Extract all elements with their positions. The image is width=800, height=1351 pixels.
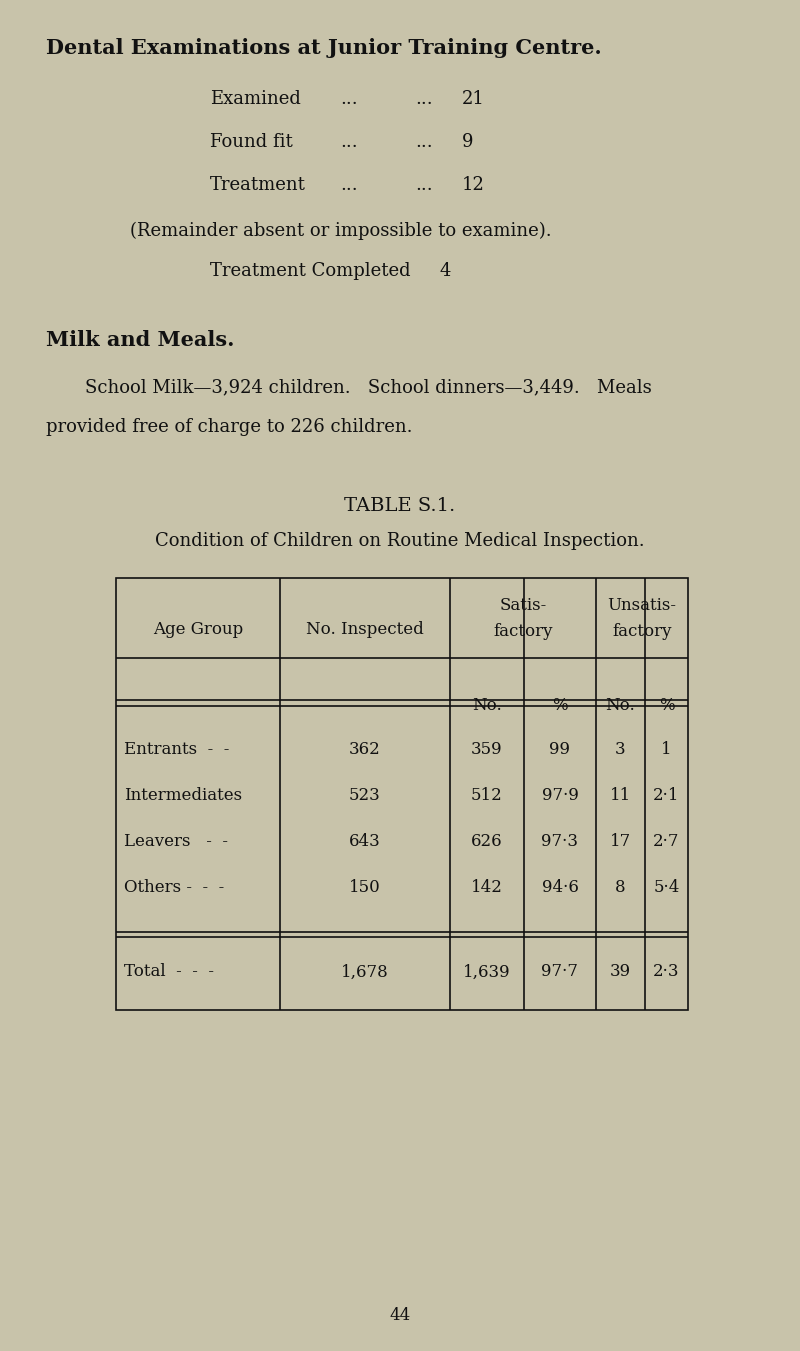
Text: Entrants  -  -: Entrants - - — [124, 742, 230, 758]
Text: 1,639: 1,639 — [463, 963, 511, 981]
Text: Dental Examinations at Junior Training Centre.: Dental Examinations at Junior Training C… — [46, 38, 602, 58]
Text: ...: ... — [340, 91, 358, 108]
Text: TABLE S.1.: TABLE S.1. — [344, 497, 456, 515]
Text: 1,678: 1,678 — [341, 963, 389, 981]
Text: 8: 8 — [615, 880, 626, 897]
Bar — [116, 578, 688, 1011]
Text: 150: 150 — [349, 880, 381, 897]
Text: factory: factory — [494, 624, 553, 640]
Text: (Remainder absent or impossible to examine).: (Remainder absent or impossible to exami… — [130, 222, 552, 240]
Text: 21: 21 — [462, 91, 485, 108]
Text: No.: No. — [472, 697, 502, 715]
Text: 94·6: 94·6 — [542, 880, 578, 897]
Text: Leavers   -  -: Leavers - - — [124, 834, 228, 851]
Text: 142: 142 — [471, 880, 503, 897]
Text: 523: 523 — [349, 788, 381, 804]
Text: 44: 44 — [390, 1306, 410, 1324]
Text: 9: 9 — [462, 132, 474, 151]
Text: ...: ... — [415, 176, 433, 195]
Text: Intermediates: Intermediates — [124, 788, 242, 804]
Text: No. Inspected: No. Inspected — [306, 621, 424, 639]
Text: 359: 359 — [471, 742, 503, 758]
Text: provided free of charge to 226 children.: provided free of charge to 226 children. — [46, 417, 413, 436]
Text: 17: 17 — [610, 834, 631, 851]
Text: Unsatis-: Unsatis- — [607, 597, 677, 615]
Text: ...: ... — [340, 176, 358, 195]
Text: 99: 99 — [550, 742, 570, 758]
Text: Condition of Children on Routine Medical Inspection.: Condition of Children on Routine Medical… — [155, 532, 645, 550]
Text: 1: 1 — [661, 742, 672, 758]
Text: ...: ... — [415, 132, 433, 151]
Text: 2·1: 2·1 — [654, 788, 680, 804]
Text: 12: 12 — [462, 176, 485, 195]
Text: %: % — [552, 697, 568, 715]
Text: 97·9: 97·9 — [542, 788, 578, 804]
Text: %: % — [658, 697, 674, 715]
Text: No.: No. — [606, 697, 635, 715]
Text: Milk and Meals.: Milk and Meals. — [46, 330, 234, 350]
Text: Satis-: Satis- — [499, 597, 546, 615]
Text: ...: ... — [415, 91, 433, 108]
Text: 97·7: 97·7 — [542, 963, 578, 981]
Text: Treatment: Treatment — [210, 176, 306, 195]
Text: 2·7: 2·7 — [654, 834, 680, 851]
Text: 2·3: 2·3 — [654, 963, 680, 981]
Text: 626: 626 — [471, 834, 503, 851]
Text: Found fit: Found fit — [210, 132, 293, 151]
Text: 5·4: 5·4 — [654, 880, 680, 897]
Text: 643: 643 — [349, 834, 381, 851]
Text: Total  -  -  -: Total - - - — [124, 963, 214, 981]
Text: 3: 3 — [615, 742, 626, 758]
Text: ...: ... — [340, 132, 358, 151]
Text: factory: factory — [612, 624, 672, 640]
Text: 362: 362 — [349, 742, 381, 758]
Text: Examined: Examined — [210, 91, 301, 108]
Text: 11: 11 — [610, 788, 631, 804]
Text: 4: 4 — [440, 262, 451, 280]
Text: School Milk—3,924 children.   School dinners—3,449.   Meals: School Milk—3,924 children. School dinne… — [85, 378, 652, 396]
Text: 512: 512 — [471, 788, 503, 804]
Text: 97·3: 97·3 — [542, 834, 578, 851]
Text: 39: 39 — [610, 963, 631, 981]
Text: Age Group: Age Group — [153, 621, 243, 639]
Text: Treatment Completed: Treatment Completed — [210, 262, 410, 280]
Text: Others -  -  -: Others - - - — [124, 880, 224, 897]
